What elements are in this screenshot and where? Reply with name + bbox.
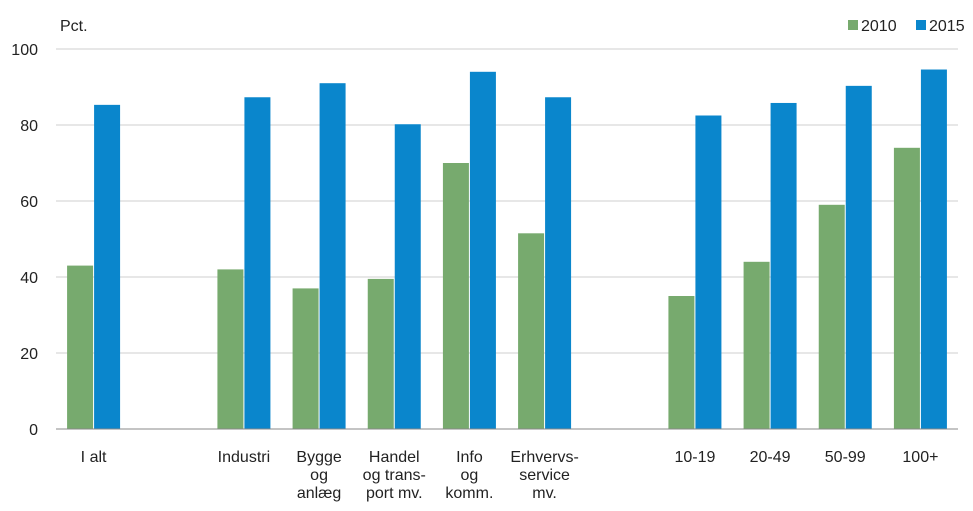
bar-2015 [244,97,271,429]
bar-2010 [818,204,845,429]
bar-2010 [367,278,394,429]
x-category-label: Industri [218,449,270,466]
bar-2015 [394,124,421,430]
bar-2010 [743,261,770,429]
bar-2010 [668,296,695,429]
y-tick-label: 20 [20,346,38,363]
y-tick-label: 60 [20,194,38,211]
y-axis-unit-label: Pct. [60,18,88,35]
bar-2015 [545,97,572,429]
x-category-label: 20-49 [750,449,791,466]
x-category-label: og trans- [363,467,426,484]
y-tick-label: 40 [20,270,38,287]
y-tick-label: 0 [29,422,38,439]
bar-2015 [469,71,496,430]
x-category-label: og [310,467,328,484]
bar-2010 [893,147,920,430]
x-category-label: Handel [369,449,420,466]
x-category-label: Erhvervs- [510,449,578,466]
y-tick-label: 80 [20,118,38,135]
bar-2015 [920,69,947,430]
bar-2015 [319,83,346,429]
bar-2010 [217,269,244,429]
legend-label: 2010 [861,18,897,35]
bar-2015 [695,115,722,429]
bar-2015 [770,102,797,430]
legend: 2010 2015 [848,18,965,35]
bar-2010 [67,265,94,429]
y-axis-ticks: 0 20 40 60 80 100 [11,42,38,439]
x-category-label: og [461,467,479,484]
gridlines [56,48,958,354]
x-category-label: 100+ [902,449,938,466]
legend-swatch-2015 [916,20,926,30]
x-category-label: 50-99 [825,449,866,466]
bar-2010 [518,233,545,429]
x-category-label: komm. [445,485,493,502]
bar-2010 [442,163,469,429]
x-category-label: anlæg [297,485,341,502]
bar-2015 [94,104,121,430]
x-category-label: Info [456,449,483,466]
legend-swatch-2010 [848,20,858,30]
y-tick-label: 100 [11,42,38,59]
bars [67,69,947,430]
x-category-label: 10-19 [674,449,715,466]
bar-2010 [292,288,319,429]
x-category-label: mv. [532,485,557,502]
x-category-label: service [519,467,570,484]
x-category-label: port mv. [366,485,423,502]
bar-2015 [845,85,872,430]
x-category-label: I alt [81,449,107,466]
legend-label: 2015 [929,18,965,35]
x-category-label: Bygge [296,449,341,466]
